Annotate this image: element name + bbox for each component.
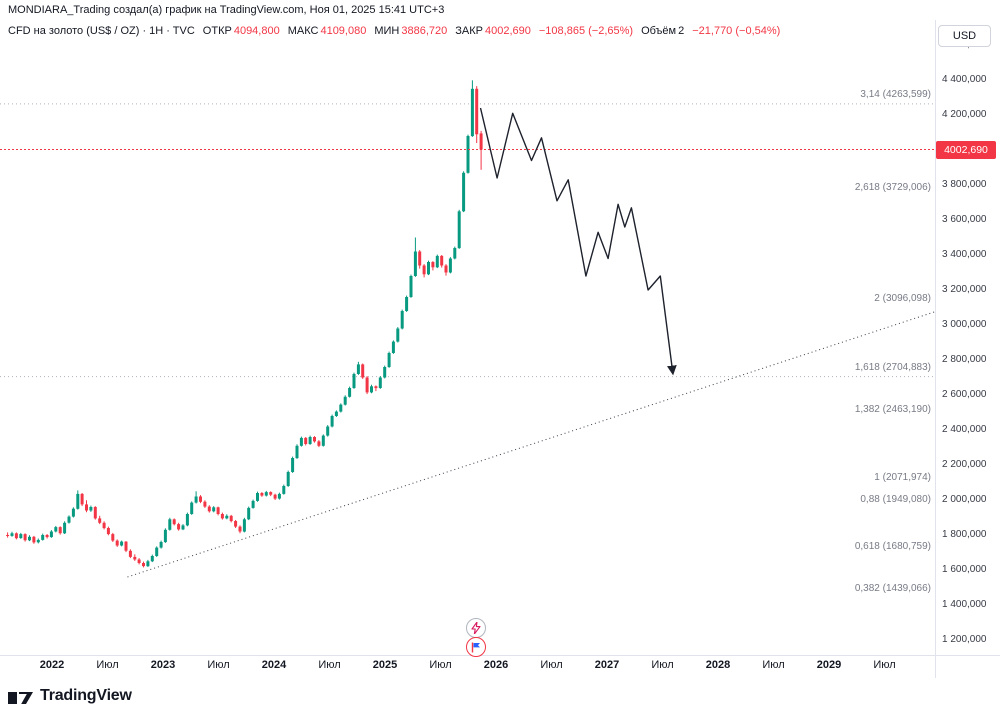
price-axis-label: 3 000,000 bbox=[942, 319, 987, 330]
tradingview-logo-text: TradingView bbox=[40, 687, 132, 704]
fib-level-label: 1,382 (2463,190) bbox=[854, 403, 931, 415]
price-axis-label: 3 400,000 bbox=[942, 249, 987, 260]
currency-toggle-button[interactable]: USD bbox=[938, 25, 991, 47]
price-axis-label: 1 400,000 bbox=[942, 599, 987, 610]
time-axis-label: Июл bbox=[207, 659, 230, 671]
attribution-bar: MONDIARA_Trading создал(а) график на Tra… bbox=[0, 0, 1000, 20]
time-axis-label: 2024 bbox=[261, 659, 287, 671]
fib-level-label: 2 (3096,098) bbox=[874, 293, 931, 305]
fib-level-label: 0,382 (1439,066) bbox=[854, 583, 931, 595]
price-axis-label: 1 800,000 bbox=[942, 529, 987, 540]
time-axis-label: 2026 bbox=[483, 659, 509, 671]
lightning-idea-icon[interactable] bbox=[466, 618, 486, 638]
time-axis-border bbox=[0, 655, 1000, 656]
price-axis-label: 3 200,000 bbox=[942, 284, 987, 295]
time-axis-label: Июл bbox=[318, 659, 341, 671]
chart-canvas[interactable] bbox=[0, 20, 935, 655]
time-axis-label: 2023 bbox=[150, 659, 176, 671]
price-axis-label: 2 600,000 bbox=[942, 389, 987, 400]
flag-event-icon[interactable] bbox=[466, 637, 486, 657]
price-axis-label: 1 600,000 bbox=[942, 564, 987, 575]
price-axis-label: 4 400,000 bbox=[942, 74, 987, 85]
tradingview-logo[interactable]: TradingView bbox=[8, 687, 132, 705]
price-chart-svg bbox=[0, 80, 935, 578]
price-axis-label: 2 200,000 bbox=[942, 459, 987, 470]
tradingview-logo-mark bbox=[8, 691, 33, 704]
time-axis-label: Июл bbox=[651, 659, 674, 671]
last-price-badge: 4002,690 bbox=[936, 140, 996, 159]
time-axis-label: Июл bbox=[873, 659, 896, 671]
price-axis-label: 2 800,000 bbox=[942, 354, 987, 365]
time-axis-label: 2027 bbox=[594, 659, 620, 671]
fib-level-label: 1,618 (2704,883) bbox=[854, 361, 931, 373]
price-axis-label: 3 600,000 bbox=[942, 214, 987, 225]
time-axis-label: Июл bbox=[96, 659, 119, 671]
price-axis-label: 1 200,000 bbox=[942, 634, 987, 645]
price-axis-label: 2 000,000 bbox=[942, 494, 987, 505]
time-axis-label: Июл bbox=[540, 659, 563, 671]
price-axis-label: 2 400,000 bbox=[942, 424, 987, 435]
fib-level-label: 2,618 (3729,006) bbox=[854, 182, 931, 194]
fib-level-label: 1 (2071,974) bbox=[874, 472, 931, 484]
price-axis-label: 3 800,000 bbox=[942, 179, 987, 190]
time-axis-label: 2022 bbox=[39, 659, 65, 671]
time-axis-label: 2025 bbox=[372, 659, 398, 671]
fib-level-label: 0,88 (1949,080) bbox=[860, 493, 931, 505]
price-axis-label: 4 200,000 bbox=[942, 109, 987, 120]
price-axis-border bbox=[935, 20, 936, 678]
time-axis-label: Июл bbox=[429, 659, 452, 671]
fib-level-label: 0,618 (1680,759) bbox=[854, 540, 931, 552]
time-axis-label: 2029 bbox=[816, 659, 842, 671]
time-axis-label: 2028 bbox=[705, 659, 731, 671]
fib-level-label: 3,14 (4263,599) bbox=[860, 88, 931, 100]
time-axis-label: Июл bbox=[762, 659, 785, 671]
